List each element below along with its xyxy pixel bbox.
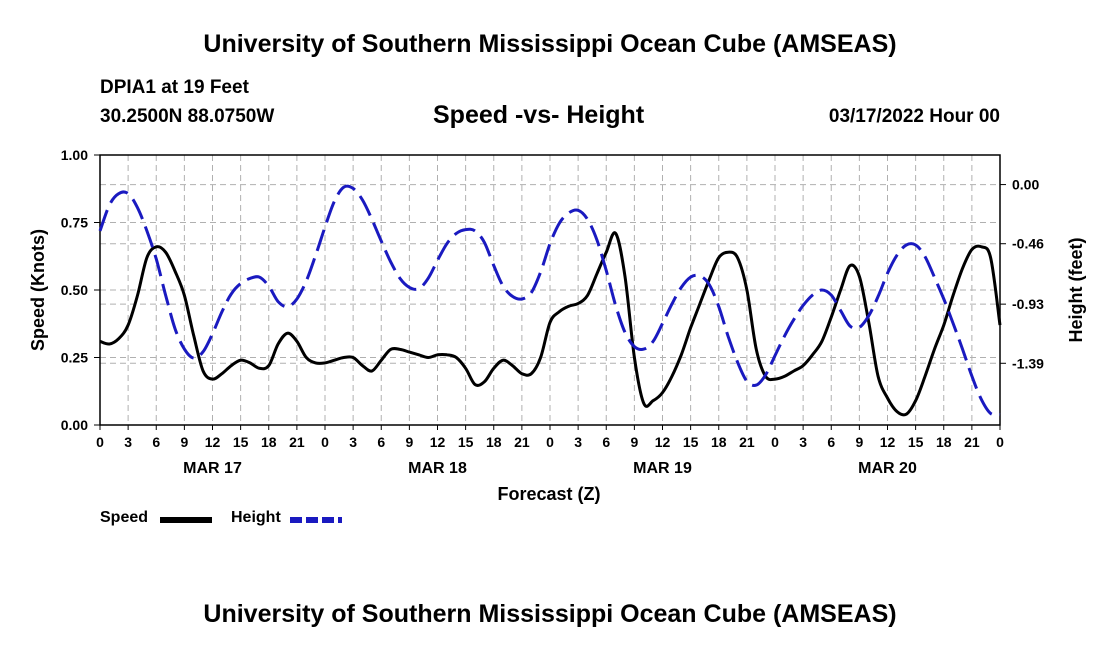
legend-height-swatch: [290, 517, 342, 523]
x-tick-label: 3: [799, 434, 807, 450]
x-tick-label: 0: [771, 434, 779, 450]
x-tick-label: 15: [233, 434, 249, 450]
x-tick-label: 18: [486, 434, 502, 450]
footer-title: University of Southern Mississippi Ocean…: [203, 600, 897, 628]
x-tick-label: 9: [630, 434, 638, 450]
x-tick-label: 6: [827, 434, 835, 450]
page-title: University of Southern Mississippi Ocean…: [203, 30, 897, 58]
x-tick-label: 3: [124, 434, 132, 450]
series-layer: [98, 184, 1002, 417]
forecast-datestamp: 03/17/2022 Hour 00: [828, 106, 1000, 127]
x-tick-label: 21: [964, 434, 980, 450]
y2-axis-title: Height (feet): [1066, 238, 1086, 343]
legend-speed-swatch: [160, 517, 212, 523]
grid-layer: [100, 155, 1000, 425]
x-tick-label: 3: [574, 434, 582, 450]
speed-series-line: [99, 231, 1002, 417]
x-tick-label: 9: [405, 434, 413, 450]
x-day-label: MAR 18: [408, 460, 467, 477]
y-tick-label: 1.00: [61, 147, 88, 163]
x-tick-label: 15: [908, 434, 924, 450]
y-tick-label: 0.25: [61, 350, 88, 366]
x-tick-label: 9: [855, 434, 863, 450]
x-tick-label: 15: [458, 434, 474, 450]
station-coords: 30.2500N 88.0750W: [100, 106, 275, 127]
x-tick-label: 12: [205, 434, 221, 450]
height-series-line: [98, 184, 1001, 417]
y-axis-title: Speed (Knots): [28, 229, 48, 351]
x-tick-label: 12: [430, 434, 446, 450]
y-tick-label: 0.50: [61, 282, 88, 298]
tick-layer: 0 3 6 9 12 15 18 21 0 3 6 9 12 15 18 21 0 3 6 9 12 15 18 21 0 3 6 9…: [61, 147, 1044, 477]
x-tick-label: 21: [514, 434, 530, 450]
x-day-label: MAR 17: [183, 460, 242, 477]
y2-tick-label: -0.93: [1012, 296, 1044, 312]
station-label: DPIA1 at 19 Feet: [100, 77, 249, 98]
x-tick-label: 6: [377, 434, 385, 450]
x-tick-label: 0: [96, 434, 104, 450]
x-tick-label: 6: [152, 434, 160, 450]
legend-height-label: Height: [231, 509, 281, 526]
chart-subtitle: Speed -vs- Height: [433, 101, 645, 129]
x-tick-label: 0: [996, 434, 1004, 450]
x-tick-label: 21: [739, 434, 755, 450]
x-tick-label: 0: [546, 434, 554, 450]
x-tick-label: 3: [349, 434, 357, 450]
x-day-label: MAR 19: [633, 460, 692, 477]
y-tick-label: 0.75: [61, 215, 88, 231]
legend-speed-label: Speed: [100, 509, 149, 526]
y-tick-label: 0.00: [61, 417, 88, 433]
x-tick-label: 0: [321, 434, 329, 450]
x-tick-label: 12: [880, 434, 896, 450]
x-tick-label: 18: [261, 434, 277, 450]
x-tick-label: 15: [683, 434, 699, 450]
x-axis-title: Forecast (Z): [497, 484, 600, 504]
x-tick-label: 6: [602, 434, 610, 450]
x-day-label: MAR 20: [858, 460, 917, 477]
x-tick-label: 12: [655, 434, 671, 450]
x-tick-label: 18: [711, 434, 727, 450]
y2-tick-label: -1.39: [1012, 355, 1044, 371]
y2-tick-label: -0.46: [1012, 236, 1044, 252]
y2-tick-label: 0.00: [1012, 177, 1039, 193]
x-tick-label: 21: [289, 434, 305, 450]
x-tick-label: 9: [180, 434, 188, 450]
x-tick-label: 18: [936, 434, 952, 450]
